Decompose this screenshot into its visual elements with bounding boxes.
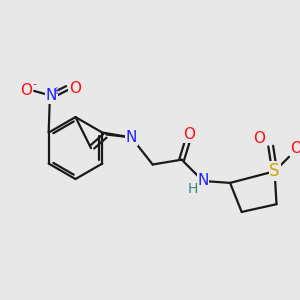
Text: O: O [183, 127, 195, 142]
Text: O: O [69, 81, 81, 96]
Text: N: N [126, 130, 137, 145]
Text: N: N [46, 88, 57, 103]
Text: O: O [290, 141, 300, 156]
Text: H: H [187, 182, 197, 196]
Text: O: O [253, 131, 265, 146]
Text: -: - [32, 79, 36, 89]
Text: S: S [269, 162, 280, 180]
Text: N: N [197, 173, 209, 188]
Text: +: + [52, 86, 60, 96]
Text: O: O [20, 83, 32, 98]
